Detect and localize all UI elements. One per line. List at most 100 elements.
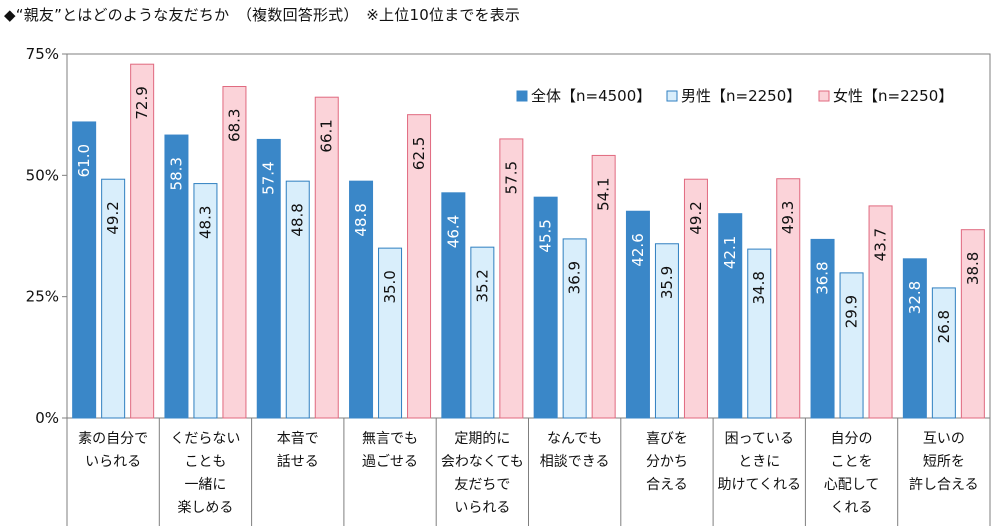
legend-label: 男性【n=2250】 <box>681 87 801 105</box>
x-tick-label: 助けてくれる <box>717 477 801 493</box>
x-tick-label: くだらない <box>170 431 240 447</box>
data-label: 36.8 <box>814 261 832 294</box>
bar <box>349 180 374 419</box>
x-tick-label: 短所を <box>923 454 965 470</box>
bar <box>868 205 893 419</box>
data-label: 48.8 <box>289 203 307 236</box>
data-label: 72.9 <box>133 86 151 119</box>
bar <box>72 121 97 419</box>
x-tick-label: 友だちで <box>454 477 510 493</box>
data-label: 49.3 <box>779 201 797 234</box>
chart-bars <box>72 63 985 419</box>
legend-label: 全体【n=4500】 <box>531 87 651 105</box>
bar <box>839 272 864 419</box>
data-label: 38.8 <box>964 252 982 285</box>
bar <box>378 247 403 419</box>
x-tick-label: 心配して <box>824 477 880 493</box>
x-tick-label: 自分の <box>831 431 873 447</box>
bar <box>193 183 218 419</box>
x-tick-label: なんでも <box>547 431 602 447</box>
legend-label: 女性【n=2250】 <box>833 87 953 105</box>
x-tick-label: 喜びを <box>646 431 688 447</box>
y-tick-label: 50% <box>26 166 59 184</box>
bar <box>960 229 985 419</box>
y-tick-label: 75% <box>26 45 59 63</box>
x-tick-label: 合える <box>646 477 688 493</box>
x-tick-label: 話せる <box>277 453 319 470</box>
bar <box>130 63 155 419</box>
data-label: 46.4 <box>444 215 462 248</box>
bar <box>314 96 339 419</box>
bar <box>718 213 743 419</box>
bar <box>810 238 835 419</box>
data-label: 49.2 <box>104 201 122 234</box>
bar <box>625 210 650 419</box>
bar <box>285 180 310 419</box>
x-tick-label: 無言でも <box>362 431 418 447</box>
x-tick-label: 互いの <box>923 431 965 447</box>
data-label: 43.7 <box>872 228 890 261</box>
bar <box>499 138 524 419</box>
x-tick-label: 会わなくても <box>441 454 524 470</box>
legend-swatch <box>818 90 830 102</box>
data-label: 35.9 <box>658 266 676 299</box>
x-tick-label: 定期的に <box>454 431 510 447</box>
chart-labels: 61.0 58.3 57.4 48.8 46.4 45.5 42.6 42.1 36.8 32.8… <box>75 86 982 343</box>
bar <box>470 246 495 419</box>
data-label: 57.4 <box>260 161 278 194</box>
data-label: 32.8 <box>906 281 924 314</box>
data-label: 36.9 <box>566 261 584 294</box>
bar <box>931 287 956 419</box>
bar <box>562 238 587 419</box>
y-tick-label: 25% <box>26 288 59 306</box>
data-label: 48.8 <box>352 203 370 236</box>
x-tick-label: 本音で <box>277 430 319 447</box>
data-label: 68.3 <box>225 109 243 142</box>
bar <box>591 154 616 419</box>
x-tick-label: 困っている <box>725 431 794 447</box>
x-tick-label: 楽しめる <box>177 500 233 516</box>
legend-swatch <box>666 90 678 102</box>
data-label: 48.3 <box>196 206 214 239</box>
bar <box>407 114 432 419</box>
data-label: 66.1 <box>318 119 336 152</box>
x-tick-label: いられる <box>85 454 141 470</box>
data-label: 42.6 <box>629 233 647 266</box>
data-label: 26.8 <box>935 310 953 343</box>
bar <box>683 178 708 419</box>
bar <box>441 192 466 419</box>
x-tick-label: ときに <box>738 454 780 470</box>
chart-legend: 全体【n=4500】 男性【n=2250】 女性【n=2250】 <box>516 87 953 105</box>
chart-title: ◆“親友”とはどのような友だちか （複数回答形式） ※上位10位までを表示 <box>4 6 521 24</box>
data-label: 49.2 <box>687 201 705 234</box>
data-label: 45.5 <box>537 219 555 252</box>
bar <box>654 243 679 419</box>
x-tick-label: 相談できる <box>540 454 610 470</box>
x-tick-label: ことを <box>831 454 873 470</box>
data-label: 34.8 <box>750 271 768 304</box>
data-label: 57.5 <box>502 161 520 194</box>
data-label: 61.0 <box>75 144 93 177</box>
x-tick-label: いられる <box>454 500 510 516</box>
legend-swatch <box>516 90 528 102</box>
x-tick-label: くれる <box>831 500 873 516</box>
x-tick-label: 分かち <box>646 454 688 470</box>
bar <box>747 248 772 419</box>
data-label: 62.5 <box>410 137 428 170</box>
data-label: 35.2 <box>473 269 491 302</box>
bar <box>101 178 126 419</box>
x-tick-label: 過ごせる <box>362 454 418 470</box>
data-label: 42.1 <box>721 236 739 269</box>
x-tick-label: 素の自分で <box>78 431 148 447</box>
bar <box>776 178 801 419</box>
y-tick-label: 0% <box>35 409 59 427</box>
bar <box>533 196 558 419</box>
x-tick-label: 許し合える <box>909 477 979 493</box>
data-label: 58.3 <box>167 157 185 190</box>
data-label: 29.9 <box>843 295 861 328</box>
bar <box>164 134 189 419</box>
bar <box>902 258 927 419</box>
bar <box>256 138 281 419</box>
